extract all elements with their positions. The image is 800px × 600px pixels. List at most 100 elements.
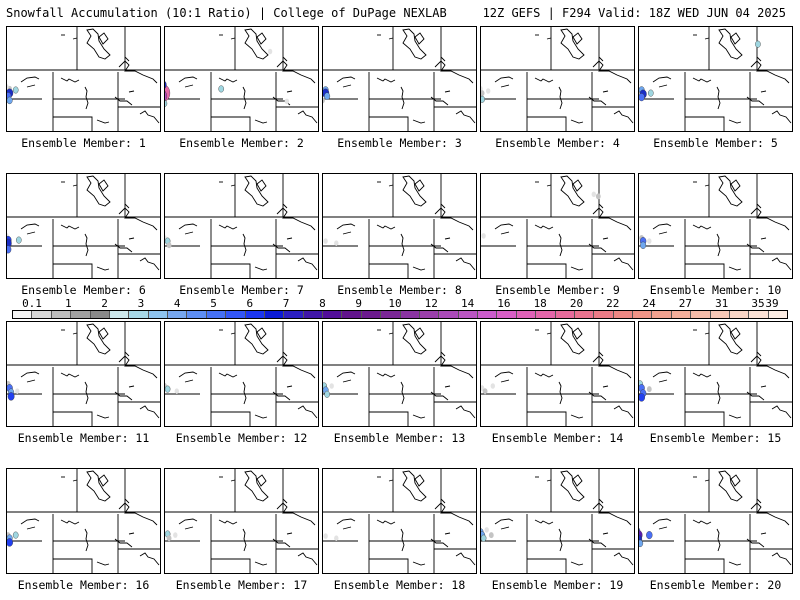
boundary-line	[746, 243, 765, 253]
boundary-line	[588, 243, 607, 253]
legend-swatch	[516, 311, 537, 318]
legend-swatch	[536, 311, 556, 318]
legend-swatch	[439, 311, 459, 318]
boundary-line	[750, 502, 790, 526]
map-svg	[639, 469, 792, 573]
boundary-line	[242, 528, 247, 552]
map-svg	[7, 27, 160, 131]
snowfall-shading	[639, 527, 653, 548]
snowfall-map	[6, 26, 161, 132]
boundary-line	[218, 519, 238, 525]
snowfall-blob	[591, 191, 596, 198]
boundary-line	[400, 86, 405, 110]
boundary-line	[254, 414, 268, 419]
legend-tick-label: 3	[137, 297, 145, 310]
ensemble-member-label: Ensemble Member: 17	[175, 578, 308, 592]
boundary-line	[369, 411, 409, 426]
legend-swatch	[323, 311, 343, 318]
boundary-line	[84, 381, 89, 405]
boundary-line	[342, 84, 352, 88]
snowfall-blob	[334, 240, 339, 246]
boundary-line	[704, 184, 710, 187]
boundary-line	[86, 175, 111, 207]
snowfall-blob	[324, 390, 330, 398]
ensemble-member-label: Ensemble Member: 19	[491, 578, 624, 592]
boundary-line	[730, 32, 741, 45]
legend-color-bar	[12, 310, 788, 319]
boundary-line	[98, 32, 109, 45]
snowfall-blob	[329, 383, 334, 389]
snowfall-blob	[12, 86, 19, 94]
boundary-line	[20, 223, 40, 230]
legend-swatch	[574, 311, 595, 318]
snowfall-map	[164, 173, 319, 279]
boundary-line	[771, 110, 792, 124]
boundary-line	[560, 470, 585, 502]
boundary-line	[184, 231, 194, 235]
legend-tick-label: 22	[606, 297, 620, 310]
state-boundaries	[323, 469, 476, 573]
boundary-line	[500, 526, 510, 530]
boundary-line	[434, 502, 474, 526]
state-boundaries	[639, 322, 792, 426]
boundary-line	[26, 84, 36, 88]
boundary-line	[218, 372, 238, 378]
boundary-line	[692, 519, 712, 525]
boundary-line	[342, 231, 352, 235]
state-boundaries	[323, 174, 476, 278]
boundary-line	[128, 385, 135, 388]
ensemble-panel: Ensemble Member: 16	[6, 468, 161, 592]
boundary-line	[685, 411, 725, 426]
snowfall-blob	[7, 245, 12, 254]
boundary-line	[558, 86, 563, 110]
map-svg	[639, 322, 792, 426]
snowfall-blob	[7, 96, 13, 105]
boundary-line	[414, 179, 425, 192]
snowfall-blob	[165, 100, 168, 107]
boundary-line	[500, 379, 510, 383]
boundary-line	[730, 327, 741, 340]
boundary-line	[124, 498, 130, 504]
ensemble-panel: Ensemble Member: 2	[164, 26, 319, 150]
boundary-line	[369, 116, 409, 131]
snowfall-shading	[481, 527, 494, 542]
boundary-line	[560, 323, 585, 355]
boundary-line	[434, 355, 474, 379]
state-boundaries	[481, 27, 634, 131]
boundary-line	[282, 203, 288, 209]
ensemble-member-label: Ensemble Member: 1	[21, 136, 146, 150]
map-svg	[165, 322, 318, 426]
boundary-line	[658, 231, 668, 235]
boundary-line	[685, 558, 725, 573]
map-svg	[7, 174, 160, 278]
legend-swatch	[284, 311, 304, 318]
boundary-line	[546, 479, 552, 482]
boundary-line	[282, 56, 288, 62]
boundary-line	[86, 28, 111, 60]
boundary-line	[494, 371, 514, 378]
legend-swatch	[633, 311, 653, 318]
boundary-line	[750, 60, 790, 84]
boundary-line	[72, 184, 78, 187]
boundary-line	[336, 76, 356, 83]
boundary-line	[592, 355, 632, 379]
boundary-line	[230, 37, 236, 40]
ensemble-member-label: Ensemble Member: 13	[333, 431, 466, 445]
legend-swatch	[71, 311, 91, 318]
map-svg	[481, 174, 634, 278]
legend-swatch	[264, 311, 285, 318]
boundary-line	[124, 203, 130, 209]
state-boundaries	[165, 174, 318, 278]
boundary-line	[602, 532, 609, 535]
boundary-line	[184, 526, 194, 530]
snowfall-blob	[639, 539, 644, 548]
legend-swatch	[478, 311, 498, 318]
state-boundaries	[481, 322, 634, 426]
boundary-line	[592, 502, 632, 526]
boundary-line	[613, 552, 634, 566]
boundary-line	[297, 257, 318, 271]
boundary-line	[256, 179, 267, 192]
boundary-line	[84, 233, 89, 257]
snowfall-map	[638, 468, 793, 574]
boundary-line	[276, 355, 316, 379]
